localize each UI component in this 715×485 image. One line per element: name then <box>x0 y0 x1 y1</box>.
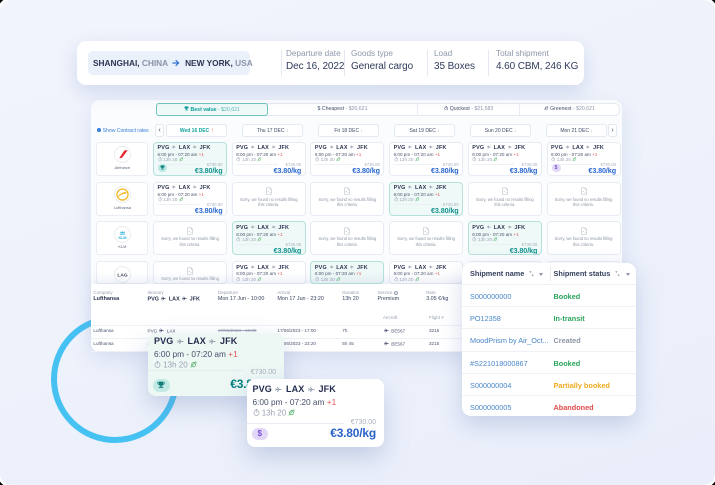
svg-text:KLM: KLM <box>118 236 126 240</box>
svg-text:LAG: LAG <box>117 272 127 278</box>
